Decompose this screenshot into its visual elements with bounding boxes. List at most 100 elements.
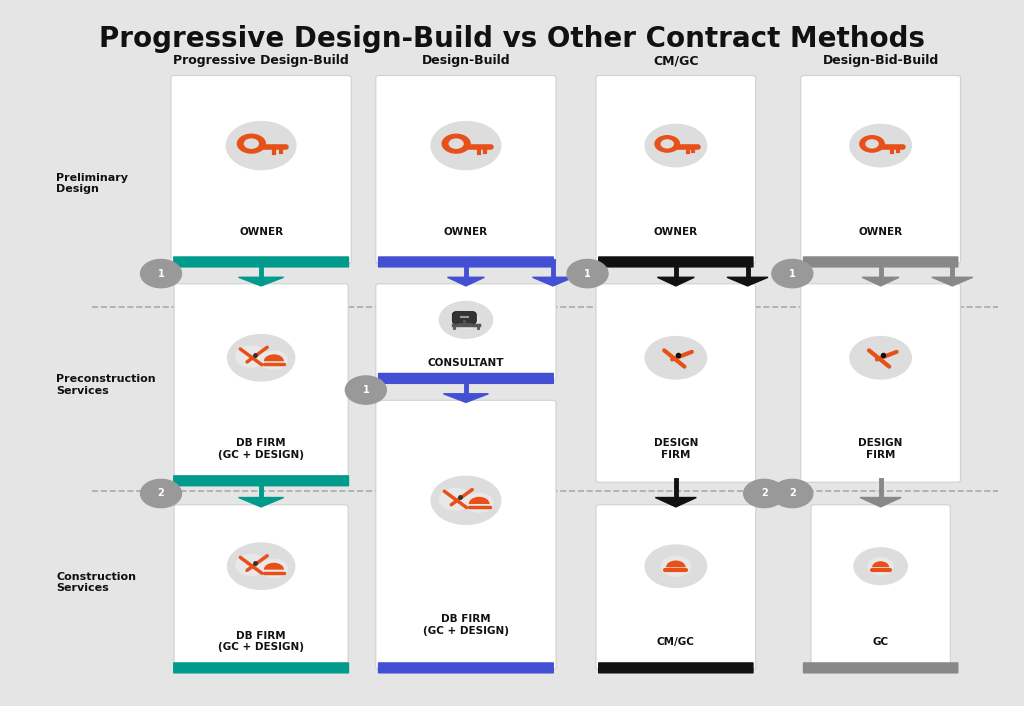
Polygon shape [655, 498, 696, 507]
Text: OWNER: OWNER [239, 227, 284, 237]
FancyBboxPatch shape [801, 284, 961, 482]
Circle shape [865, 139, 879, 148]
FancyBboxPatch shape [378, 373, 554, 384]
Polygon shape [862, 277, 899, 286]
FancyBboxPatch shape [376, 76, 556, 263]
Text: DB FIRM
(GC + DESIGN): DB FIRM (GC + DESIGN) [218, 630, 304, 652]
Text: OWNER: OWNER [443, 227, 488, 237]
FancyBboxPatch shape [174, 505, 348, 669]
Text: 1: 1 [362, 385, 370, 395]
Circle shape [772, 479, 813, 508]
Circle shape [645, 124, 707, 167]
FancyBboxPatch shape [598, 662, 754, 674]
Polygon shape [657, 277, 694, 286]
Polygon shape [727, 277, 768, 286]
Circle shape [867, 557, 894, 575]
Circle shape [441, 133, 471, 154]
Wedge shape [264, 354, 284, 361]
Text: Design-Build: Design-Build [422, 54, 510, 67]
Circle shape [567, 259, 608, 288]
Polygon shape [932, 277, 973, 286]
FancyBboxPatch shape [596, 284, 756, 482]
Circle shape [439, 301, 493, 338]
Text: CONSULTANT: CONSULTANT [428, 358, 504, 368]
Text: GC: GC [872, 637, 889, 647]
FancyBboxPatch shape [598, 256, 754, 268]
Wedge shape [469, 497, 489, 504]
FancyBboxPatch shape [453, 311, 476, 324]
Circle shape [140, 259, 181, 288]
FancyBboxPatch shape [376, 284, 556, 380]
FancyBboxPatch shape [596, 505, 756, 669]
Text: Progressive Design-Build vs Other Contract Methods: Progressive Design-Build vs Other Contra… [99, 25, 925, 53]
Circle shape [660, 139, 674, 148]
Circle shape [660, 556, 691, 577]
Circle shape [438, 488, 472, 510]
FancyBboxPatch shape [378, 662, 554, 674]
Circle shape [227, 335, 295, 381]
Circle shape [772, 259, 813, 288]
Text: CM/GC: CM/GC [653, 54, 698, 67]
Circle shape [226, 121, 296, 169]
Circle shape [234, 554, 267, 576]
Circle shape [431, 477, 501, 525]
FancyBboxPatch shape [596, 76, 756, 263]
Text: DB FIRM
(GC + DESIGN): DB FIRM (GC + DESIGN) [218, 438, 304, 460]
Polygon shape [860, 498, 901, 507]
Text: Preconstruction
Services: Preconstruction Services [56, 374, 156, 395]
Text: DB FIRM
(GC + DESIGN): DB FIRM (GC + DESIGN) [423, 614, 509, 635]
Circle shape [234, 345, 267, 368]
Text: 2: 2 [158, 489, 165, 498]
FancyBboxPatch shape [811, 505, 950, 669]
Text: Preliminary
Design: Preliminary Design [56, 173, 128, 194]
Circle shape [227, 543, 295, 590]
Text: Design-Bid-Build: Design-Bid-Build [822, 54, 939, 67]
FancyBboxPatch shape [171, 76, 351, 263]
Text: CM/GC: CM/GC [657, 637, 694, 647]
Text: 2: 2 [761, 489, 768, 498]
FancyBboxPatch shape [378, 256, 554, 268]
Circle shape [453, 311, 479, 329]
Polygon shape [447, 277, 484, 286]
FancyBboxPatch shape [173, 256, 349, 268]
Text: DESIGN
FIRM: DESIGN FIRM [653, 438, 698, 460]
Text: OWNER: OWNER [653, 227, 698, 237]
Circle shape [645, 337, 707, 379]
Polygon shape [239, 498, 284, 507]
Circle shape [260, 558, 288, 578]
FancyBboxPatch shape [376, 400, 556, 669]
Text: 1: 1 [788, 268, 796, 279]
Polygon shape [532, 277, 573, 286]
Circle shape [859, 135, 885, 152]
Circle shape [244, 138, 259, 149]
FancyBboxPatch shape [803, 256, 958, 268]
Wedge shape [872, 561, 889, 567]
Circle shape [850, 124, 911, 167]
Circle shape [260, 350, 288, 370]
Wedge shape [264, 563, 284, 570]
Circle shape [449, 138, 464, 149]
Circle shape [237, 133, 266, 154]
FancyBboxPatch shape [803, 662, 958, 674]
Wedge shape [666, 561, 686, 567]
FancyBboxPatch shape [801, 76, 961, 263]
Circle shape [140, 479, 181, 508]
Circle shape [660, 347, 691, 369]
FancyBboxPatch shape [173, 475, 349, 486]
Text: 2: 2 [788, 489, 796, 498]
Circle shape [345, 376, 386, 404]
Polygon shape [239, 277, 284, 286]
FancyBboxPatch shape [174, 284, 348, 482]
Circle shape [743, 479, 784, 508]
Text: Progressive Design-Build: Progressive Design-Build [173, 54, 349, 67]
Circle shape [865, 347, 896, 369]
Circle shape [645, 545, 707, 587]
Text: OWNER: OWNER [858, 227, 903, 237]
Text: 1: 1 [158, 268, 165, 279]
Circle shape [850, 337, 911, 379]
FancyBboxPatch shape [173, 662, 349, 674]
Text: Construction
Services: Construction Services [56, 572, 136, 593]
Text: DESIGN
FIRM: DESIGN FIRM [858, 438, 903, 460]
Circle shape [431, 121, 501, 169]
Circle shape [654, 135, 680, 152]
